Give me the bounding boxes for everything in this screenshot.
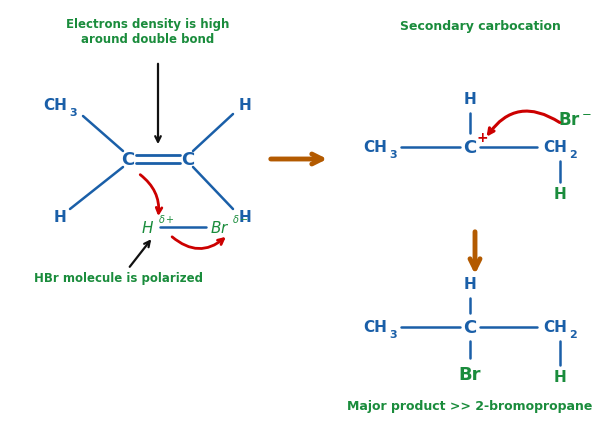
Text: CH: CH [363,320,387,335]
Text: C: C [121,151,134,169]
Text: Secondary carbocation: Secondary carbocation [400,20,560,33]
Text: C: C [463,139,476,157]
Text: H: H [53,210,67,225]
Text: $Br$: $Br$ [210,219,230,236]
Text: H: H [554,187,566,202]
Text: H: H [554,370,566,385]
Text: 3: 3 [389,329,397,339]
Text: CH: CH [543,140,567,155]
Text: H: H [464,277,476,292]
Text: $H$: $H$ [142,219,155,236]
Text: Major product >> 2-bromopropane: Major product >> 2-bromopropane [347,399,593,412]
Text: H: H [239,97,251,112]
Text: Br$^-$: Br$^-$ [558,111,592,129]
Text: H: H [464,92,476,107]
Text: Electrons density is high
around double bond: Electrons density is high around double … [67,18,230,46]
Text: H: H [239,210,251,225]
Text: C: C [181,151,194,169]
Text: CH: CH [43,97,67,112]
Text: CH: CH [543,320,567,335]
Text: $\delta+$: $\delta+$ [158,213,175,225]
Text: 3: 3 [69,108,77,118]
Text: HBr molecule is polarized: HBr molecule is polarized [34,271,203,284]
Text: +: + [476,131,488,145]
Text: 3: 3 [389,150,397,160]
Text: 2: 2 [569,329,577,339]
Text: CH: CH [363,140,387,155]
Text: Br: Br [459,365,481,383]
Text: 2: 2 [569,150,577,160]
Text: C: C [463,318,476,336]
Text: $\delta-$: $\delta-$ [232,213,248,225]
